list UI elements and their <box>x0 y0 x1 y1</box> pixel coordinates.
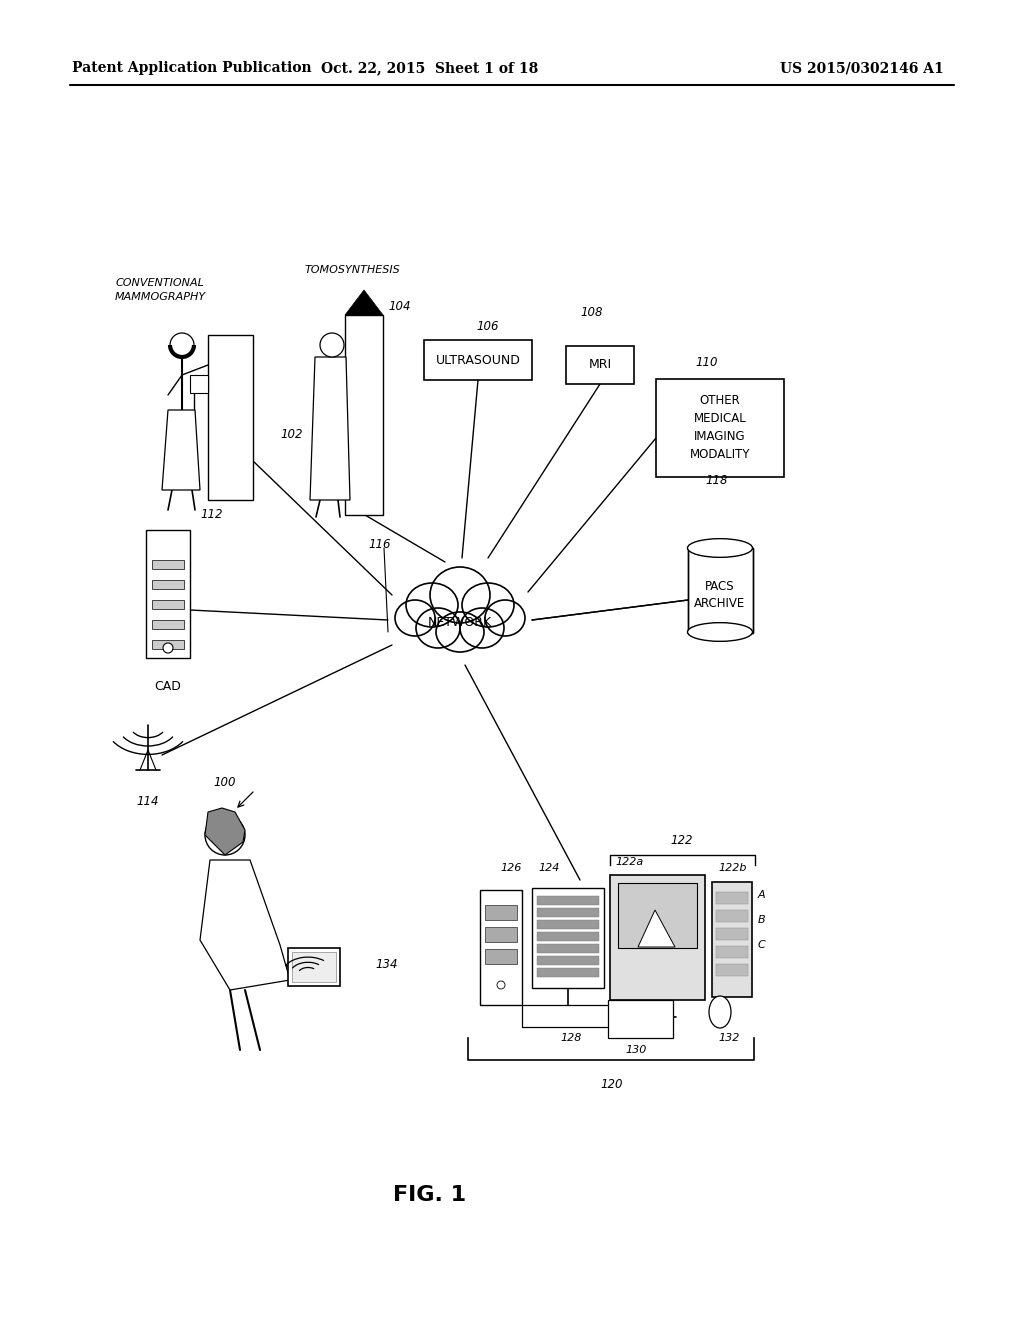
Ellipse shape <box>485 601 525 636</box>
Bar <box>146 531 190 657</box>
Bar <box>292 952 336 982</box>
Circle shape <box>170 333 194 356</box>
Polygon shape <box>200 861 290 990</box>
Bar <box>712 882 752 997</box>
Text: 130: 130 <box>625 1045 646 1055</box>
Text: ULTRASOUND: ULTRASOUND <box>435 354 520 367</box>
Bar <box>537 932 599 941</box>
Bar <box>618 883 697 948</box>
Text: A: A <box>758 890 766 900</box>
Text: CONVENTIONAL
MAMMOGRAPHY: CONVENTIONAL MAMMOGRAPHY <box>115 279 206 301</box>
Text: Oct. 22, 2015  Sheet 1 of 18: Oct. 22, 2015 Sheet 1 of 18 <box>322 61 539 75</box>
Circle shape <box>497 981 505 989</box>
Text: PACS
ARCHIVE: PACS ARCHIVE <box>694 579 745 610</box>
Bar <box>485 949 517 964</box>
Bar <box>537 908 599 917</box>
Bar <box>716 892 748 904</box>
Text: FIG. 1: FIG. 1 <box>393 1185 467 1205</box>
Bar <box>566 346 634 384</box>
Bar <box>716 909 748 921</box>
Text: 114: 114 <box>137 795 160 808</box>
Text: 128: 128 <box>560 1034 582 1043</box>
Polygon shape <box>162 411 200 490</box>
Text: MRI: MRI <box>589 359 611 371</box>
Ellipse shape <box>406 583 458 627</box>
Ellipse shape <box>462 583 514 627</box>
Text: Patent Application Publication: Patent Application Publication <box>72 61 311 75</box>
Text: 122: 122 <box>671 834 693 847</box>
Text: 100: 100 <box>214 776 237 788</box>
Ellipse shape <box>687 623 753 642</box>
Bar <box>152 601 184 609</box>
Bar <box>424 341 532 380</box>
Ellipse shape <box>460 609 504 648</box>
Ellipse shape <box>687 539 753 557</box>
Polygon shape <box>310 356 350 500</box>
Bar <box>537 956 599 965</box>
Bar <box>152 579 184 589</box>
Text: US 2015/0302146 A1: US 2015/0302146 A1 <box>780 61 944 75</box>
Bar <box>688 548 753 634</box>
Text: 126: 126 <box>500 863 521 873</box>
Bar <box>208 335 253 500</box>
Bar <box>608 1001 673 1038</box>
Text: 108: 108 <box>580 306 602 319</box>
Bar <box>152 620 184 630</box>
Ellipse shape <box>430 568 490 623</box>
Bar <box>288 948 340 986</box>
Bar <box>190 375 208 393</box>
Bar <box>532 888 604 987</box>
Ellipse shape <box>416 609 460 648</box>
Bar <box>537 944 599 953</box>
Bar <box>656 379 784 477</box>
Bar <box>537 968 599 977</box>
Text: 106: 106 <box>476 319 499 333</box>
Circle shape <box>205 814 245 855</box>
Text: 116: 116 <box>368 539 390 552</box>
Circle shape <box>319 333 344 356</box>
Bar <box>716 946 748 958</box>
Ellipse shape <box>436 612 484 652</box>
Bar <box>345 315 383 515</box>
Bar <box>522 1005 612 1027</box>
Text: 118: 118 <box>705 474 727 487</box>
Bar <box>485 906 517 920</box>
Text: 134: 134 <box>375 958 397 972</box>
Bar <box>152 640 184 649</box>
Bar <box>610 875 705 1001</box>
Ellipse shape <box>709 997 731 1028</box>
Bar <box>485 927 517 942</box>
Bar <box>152 560 184 569</box>
Text: 104: 104 <box>388 301 411 314</box>
Text: CAD: CAD <box>155 680 181 693</box>
Bar <box>716 964 748 975</box>
Bar <box>537 896 599 906</box>
Bar <box>480 890 522 1005</box>
Text: B: B <box>758 915 766 925</box>
Text: 110: 110 <box>695 356 718 370</box>
Text: 120: 120 <box>601 1078 624 1092</box>
Polygon shape <box>345 290 383 315</box>
Bar <box>537 920 599 929</box>
Circle shape <box>163 643 173 653</box>
Text: NETWORK: NETWORK <box>428 615 493 628</box>
Text: 122b: 122b <box>718 863 746 873</box>
Ellipse shape <box>395 601 435 636</box>
Bar <box>688 548 753 634</box>
Text: OTHER
MEDICAL
IMAGING
MODALITY: OTHER MEDICAL IMAGING MODALITY <box>690 395 751 462</box>
Text: 132: 132 <box>718 1034 739 1043</box>
Text: 102: 102 <box>280 429 302 441</box>
Polygon shape <box>638 909 675 946</box>
Polygon shape <box>205 808 245 855</box>
Text: 112: 112 <box>200 508 222 521</box>
Text: TOMOSYNTHESIS: TOMOSYNTHESIS <box>304 265 400 275</box>
Text: C: C <box>758 940 766 950</box>
Text: 124: 124 <box>538 863 559 873</box>
Text: 122a: 122a <box>615 857 643 867</box>
Bar <box>716 928 748 940</box>
